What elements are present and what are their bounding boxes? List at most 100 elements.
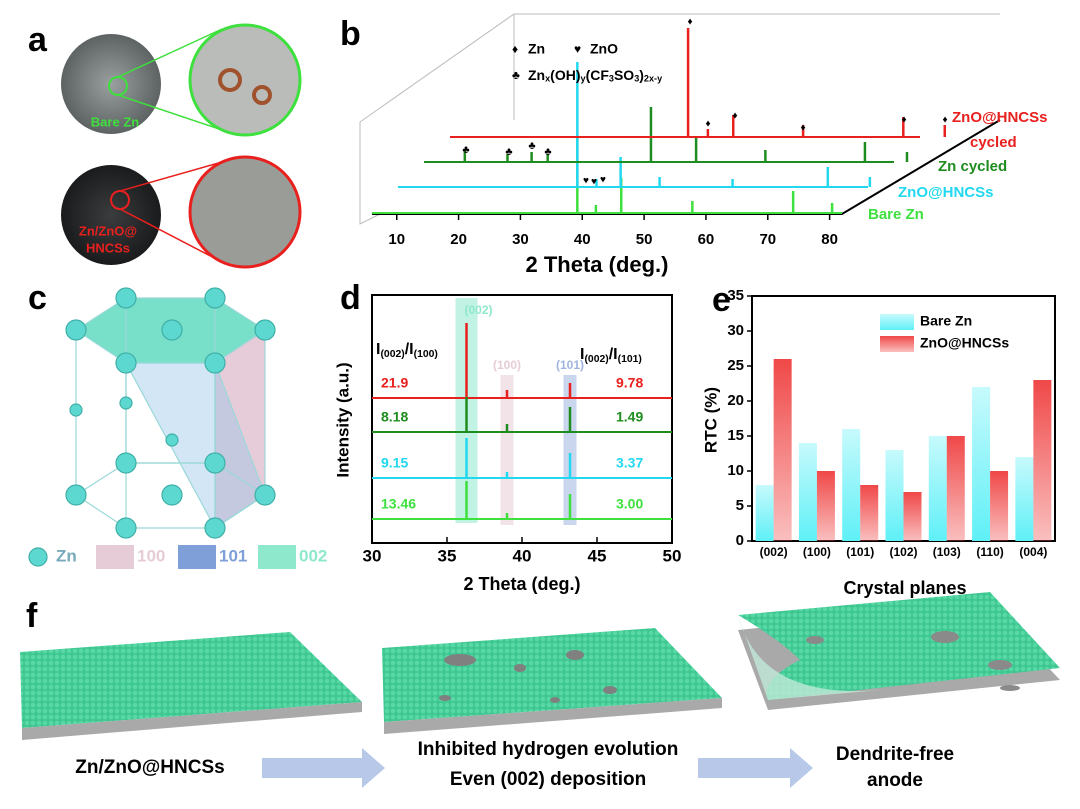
x-tick-label: 35 — [438, 546, 457, 565]
bar — [798, 443, 817, 541]
y-tick-label: 20 — [727, 392, 744, 409]
caption: Even (002) deposition — [450, 769, 646, 790]
panel-letter: c — [28, 279, 47, 317]
x-tick-label: 60 — [698, 231, 715, 248]
label-part: I — [376, 341, 380, 358]
panel-f-art — [20, 592, 1060, 788]
x-tick-label: 40 — [513, 546, 532, 565]
rich-label: I(002)/I(101) — [580, 346, 642, 365]
bar — [990, 471, 1009, 541]
panel-letter: e — [712, 281, 731, 319]
bar — [903, 492, 922, 541]
peak-symbol: ♦ — [687, 17, 692, 28]
rich-label: Znx(OH)y(CF3SO3)2x-y — [528, 67, 663, 84]
y-tick-label: 10 — [727, 462, 744, 479]
x-tick-label: 20 — [450, 231, 467, 248]
y-tick-label: 5 — [736, 497, 744, 514]
series-label: Bare Zn — [868, 206, 924, 223]
x-tick-label: (100) — [803, 545, 831, 559]
bar — [928, 436, 947, 541]
x-axis-label: 2 Theta (deg.) — [525, 252, 668, 277]
rich-label: I(002)/I(100) — [376, 341, 438, 360]
x-tick-label: 80 — [821, 231, 838, 248]
y-axis-label: Intensity (a.u.) — [333, 362, 352, 477]
caption: Inhibited hydrogen evolution — [418, 739, 679, 760]
series-label: ZnO@HNCSs — [898, 184, 993, 201]
peak-symbol: ♥ — [583, 176, 589, 187]
label-part: I — [580, 346, 584, 363]
x-tick-label: (103) — [933, 545, 961, 559]
label-part: (002) — [584, 354, 608, 365]
label-part: y — [581, 74, 587, 84]
bar — [1015, 457, 1034, 541]
x-tick-label: (004) — [1019, 545, 1047, 559]
y-axis-label: RTC (%) — [701, 387, 720, 453]
legend-symbol: ♦ — [512, 42, 518, 56]
bar — [842, 429, 861, 541]
peak-symbol: ♣ — [462, 144, 469, 156]
sample-label: Bare Zn — [91, 114, 139, 129]
peak-label: (101) — [556, 358, 584, 372]
x-tick-label: 30 — [512, 231, 529, 248]
label-part: SO — [614, 67, 634, 83]
label-part: (101) — [618, 354, 642, 365]
y-tick-label: 35 — [727, 287, 744, 304]
peak-symbol: ♣ — [505, 146, 512, 158]
peak-symbol: ♣ — [544, 146, 551, 158]
x-tick-label: (002) — [760, 545, 788, 559]
caption: Dendrite-free — [836, 744, 954, 765]
legend-text: ZnO@HNCSs — [920, 335, 1009, 351]
label-part: Zn — [528, 67, 545, 83]
peak-symbol: ♦ — [732, 111, 737, 122]
x-tick-label: 10 — [388, 231, 405, 248]
peak-symbol: ♥ — [600, 175, 606, 186]
ratio-label: 21.9 — [381, 375, 408, 391]
label-part: /I — [609, 346, 618, 363]
x-tick-label: 45 — [588, 546, 607, 565]
bar — [816, 471, 835, 541]
peak-band — [563, 375, 577, 525]
bar — [773, 359, 792, 541]
legend-text: ZnO — [590, 41, 618, 57]
panel-a-art — [61, 23, 302, 269]
x-axis-label: Crystal planes — [843, 578, 966, 598]
label-part: x — [545, 74, 550, 84]
label-part: ) — [639, 67, 644, 83]
panel-letter: d — [340, 279, 361, 317]
legend-text: Zn — [528, 41, 545, 57]
ratio-label: 3.00 — [616, 496, 643, 512]
peak-symbol: ♣ — [528, 140, 535, 152]
label-part: 2x-y — [644, 74, 663, 84]
peak-symbol: ♥ — [591, 177, 597, 188]
sample-label: Zn/ZnO@ — [79, 223, 137, 238]
x-tick-label: (102) — [889, 545, 917, 559]
legend-symbol: ♥ — [574, 42, 581, 56]
legend-swatch — [880, 314, 914, 330]
caption: Zn/ZnO@HNCSs — [75, 757, 224, 778]
ratio-label: 1.49 — [616, 409, 643, 425]
y-tick-label: 0 — [736, 532, 744, 549]
peak-label: (002) — [464, 303, 492, 317]
legend-text: 002 — [299, 546, 327, 565]
label-part: (100) — [414, 349, 438, 360]
label-part: 3 — [634, 74, 639, 84]
bar — [860, 485, 879, 541]
peak-symbol: ♦ — [942, 115, 947, 126]
y-tick-label: 25 — [727, 357, 744, 374]
ratio-label: 9.78 — [616, 375, 643, 391]
panel-c-art — [28, 287, 296, 569]
peak-symbol: ♦ — [901, 115, 906, 126]
x-tick-label: 50 — [663, 546, 682, 565]
legend-swatch — [880, 336, 914, 352]
bar — [885, 450, 904, 541]
x-tick-label: 50 — [636, 231, 653, 248]
x-tick-label: (101) — [846, 545, 874, 559]
bar — [1033, 380, 1052, 541]
label-part: /I — [405, 341, 414, 358]
bar — [972, 387, 991, 541]
legend-text: Zn — [56, 546, 77, 565]
peak-band — [500, 375, 514, 525]
label-part: 3 — [609, 74, 614, 84]
y-tick-label: 30 — [727, 322, 744, 339]
